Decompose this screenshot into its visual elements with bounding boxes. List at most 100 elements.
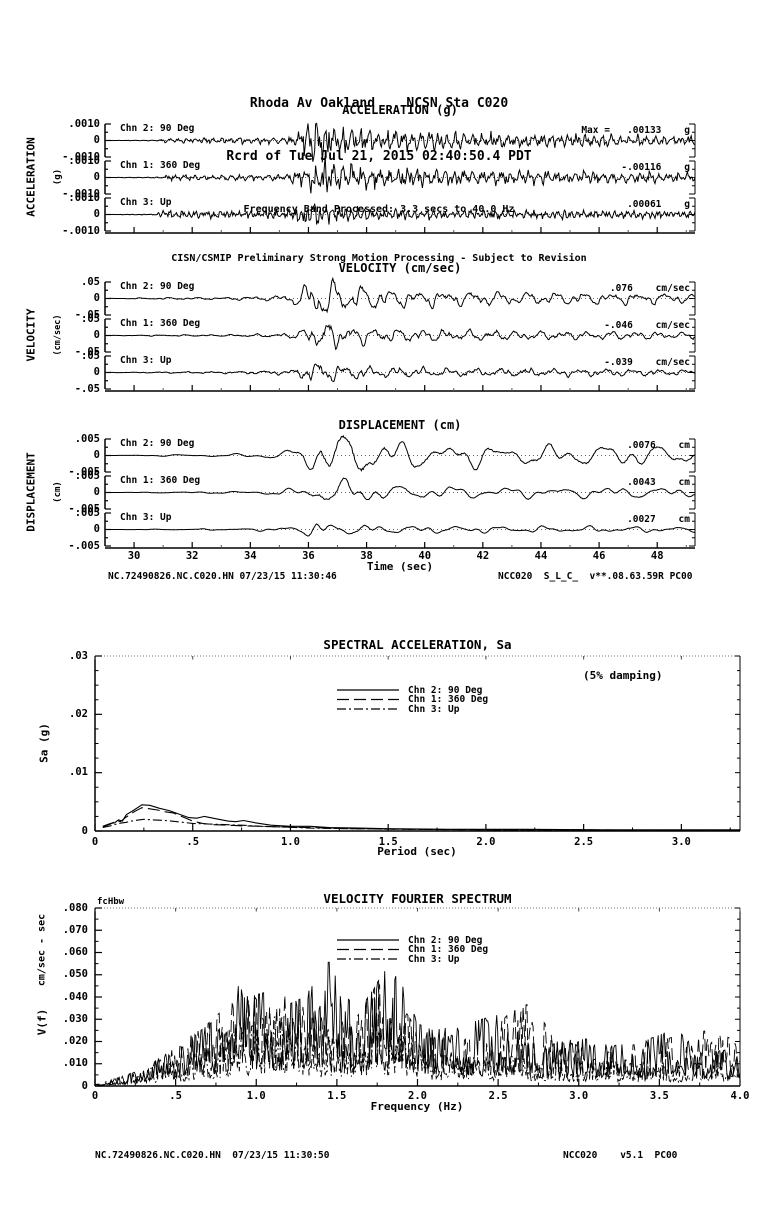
ytick-label: 0 — [93, 449, 100, 461]
max-value-label: .0043 cm — [627, 477, 690, 488]
fourier-xtick-label: 4.0 — [730, 1090, 750, 1102]
time-tick-label: 42 — [476, 550, 490, 562]
velocity-chn3-trace — [105, 363, 695, 383]
time-tick-label: 38 — [360, 550, 373, 562]
ytick-label: -.0010 — [62, 224, 100, 237]
sa-xtick-label: 1.0 — [280, 836, 300, 848]
sa-series-chn1 — [102, 807, 740, 831]
ytick-label: -.0010 — [62, 187, 100, 200]
max-value-label: -.046 cm/sec — [604, 320, 690, 331]
velocity-section-title: VELOCITY (cm/sec) — [338, 261, 462, 275]
fourier-series-chn1 — [94, 983, 741, 1087]
ytick-label: 0 — [93, 171, 100, 183]
sa-xtick-label: 0 — [91, 836, 99, 848]
version-id-bottom: NCC020 v5.1 PC00 — [563, 1150, 678, 1161]
ytick-label: .05 — [81, 349, 100, 362]
version-id-top: NCC020 S_L_C_ v**.08.63.59R PC00 — [498, 571, 693, 582]
record-timestamp: Rcrd of Tue Jul 21, 2015 02:40:50.4 PDT — [226, 149, 532, 164]
channel-label: Chn 1: 360 Deg — [120, 159, 201, 171]
record-id-bottom: NC.72490826.NC.C020.HN 07/23/15 11:30:50 — [95, 1150, 330, 1161]
max-value-label: -.00116 g — [621, 162, 690, 173]
time-tick-label: 30 — [127, 550, 141, 562]
sa-xtick-label: 3.0 — [671, 836, 691, 848]
time-axis-label: Time (sec) — [366, 560, 434, 573]
sa-ytick-label: 0 — [81, 824, 88, 837]
sa-chart-title: SPECTRAL ACCELERATION, Sa — [323, 637, 512, 652]
ytick-label: .005 — [74, 506, 100, 519]
fourier-xtick-label: 3.0 — [569, 1090, 589, 1102]
channel-label: Chn 2: 90 Deg — [120, 280, 195, 292]
fourier-ytick-label: .070 — [62, 923, 88, 936]
ytick-label: -.005 — [68, 465, 100, 478]
fourier-ytick-label: .050 — [62, 968, 88, 981]
time-tick-label: 46 — [592, 550, 606, 562]
ytick-label: 0 — [93, 329, 100, 341]
displacement-section-title: DISPLACEMENT (cm) — [338, 418, 462, 432]
ytick-label: -.005 — [68, 502, 100, 515]
displacement-chn1-trace — [105, 477, 696, 501]
sa-series-chn3 — [102, 818, 740, 831]
sa-ytick-label: .01 — [69, 766, 88, 779]
acceleration-chn3-trace — [105, 202, 696, 225]
fourier-ytick-label: .010 — [62, 1057, 88, 1070]
sa-ytick-label: .03 — [69, 649, 88, 662]
sa-axis-label: Sa (g) — [37, 723, 51, 763]
fourier-xtick-label: .5 — [169, 1090, 182, 1102]
fourier-ytick-label: .060 — [62, 946, 88, 958]
fourier-xtick-label: 2.0 — [408, 1090, 427, 1102]
acceleration-chn2-trace — [105, 122, 696, 163]
fourier-xtick-label: 2.5 — [488, 1090, 508, 1102]
damping-annotation: (5% damping) — [583, 669, 663, 682]
fourier-legend-label: Chn 2: 90 Deg — [408, 934, 483, 946]
velocity-chn1-trace — [105, 323, 696, 351]
sa-xtick-label: 2.0 — [476, 836, 496, 848]
max-value-label: .0027 cm — [627, 514, 690, 525]
time-tick-label: 44 — [534, 550, 548, 562]
sa-legend-label: Chn 2: 90 Deg — [408, 684, 483, 696]
sa-ytick-label: .02 — [69, 707, 88, 720]
ytick-label: .0010 — [68, 117, 100, 130]
ytick-label: 0 — [93, 366, 100, 378]
processing-disclaimer: CISN/CSMIP Preliminary Strong Motion Pro… — [171, 253, 587, 264]
time-tick-label: 34 — [243, 550, 257, 562]
sa-xtick-label: 2.5 — [574, 836, 594, 848]
fourier-xtick-label: 1.0 — [246, 1090, 266, 1102]
channel-label: Chn 1: 360 Deg — [120, 317, 201, 329]
sa-legend-label: Chn 3: Up — [408, 703, 460, 715]
ytick-label: 0 — [93, 208, 100, 220]
time-tick-label: 32 — [185, 550, 199, 562]
sa-legend-label: Chn 1: 360 Deg — [408, 694, 489, 705]
max-value-label: .00061 g — [627, 199, 690, 210]
ytick-label: 0 — [93, 523, 100, 535]
velocity-chn2-trace — [105, 276, 696, 314]
frequency-axis-label: Frequency (Hz) — [370, 1100, 464, 1113]
ytick-label: .05 — [81, 275, 100, 288]
channel-label: Chn 3: Up — [120, 511, 172, 523]
ytick-label: -.0010 — [62, 150, 100, 163]
fourier-ytick-label: 0 — [81, 1079, 88, 1092]
acceleration-chn1-trace — [105, 155, 696, 194]
time-tick-label: 40 — [418, 550, 432, 562]
fourier-legend-label: Chn 1: 360 Deg — [408, 944, 489, 955]
channel-label: Chn 2: 90 Deg — [120, 122, 195, 134]
time-tick-label: 36 — [302, 550, 315, 562]
ytick-label: 0 — [93, 134, 100, 146]
ytick-label: -.05 — [74, 345, 100, 358]
acceleration-section-title: ACCELERATION (g) — [342, 103, 458, 117]
station-title: Rhoda Av Oakland NCSN Sta C020 — [249, 96, 509, 111]
sa-series-chn2 — [102, 804, 740, 831]
fourier-ytick-label: .080 — [62, 901, 88, 914]
ytick-label: .005 — [74, 469, 100, 482]
fourier-ytick-label: .020 — [62, 1035, 88, 1047]
record-id-top: NC.72490826.NC.C020.HN 07/23/15 11:30:46 — [108, 571, 337, 582]
sa-xtick-label: 1.5 — [378, 836, 398, 848]
filter-corner-note: fcHbw — [97, 897, 125, 907]
displacement-chn3-trace — [105, 523, 696, 537]
fourier-ytick-label: .030 — [62, 1012, 88, 1025]
ytick-label: -.005 — [68, 539, 100, 552]
ytick-label: .0010 — [68, 154, 100, 167]
ytick-label: .05 — [81, 312, 100, 325]
fourier-xtick-label: 1.5 — [327, 1090, 347, 1102]
fourier-legend-label: Chn 3: Up — [408, 953, 460, 965]
